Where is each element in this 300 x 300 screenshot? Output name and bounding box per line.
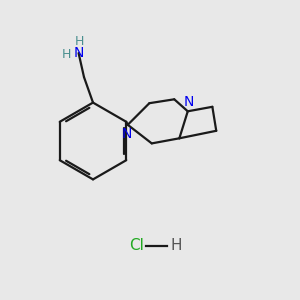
Text: H: H — [74, 34, 84, 48]
Text: H: H — [61, 48, 71, 61]
Text: H: H — [171, 238, 182, 253]
Text: N: N — [184, 95, 194, 109]
Text: Cl: Cl — [129, 238, 144, 253]
Text: N: N — [122, 128, 132, 141]
Text: N: N — [74, 46, 84, 60]
